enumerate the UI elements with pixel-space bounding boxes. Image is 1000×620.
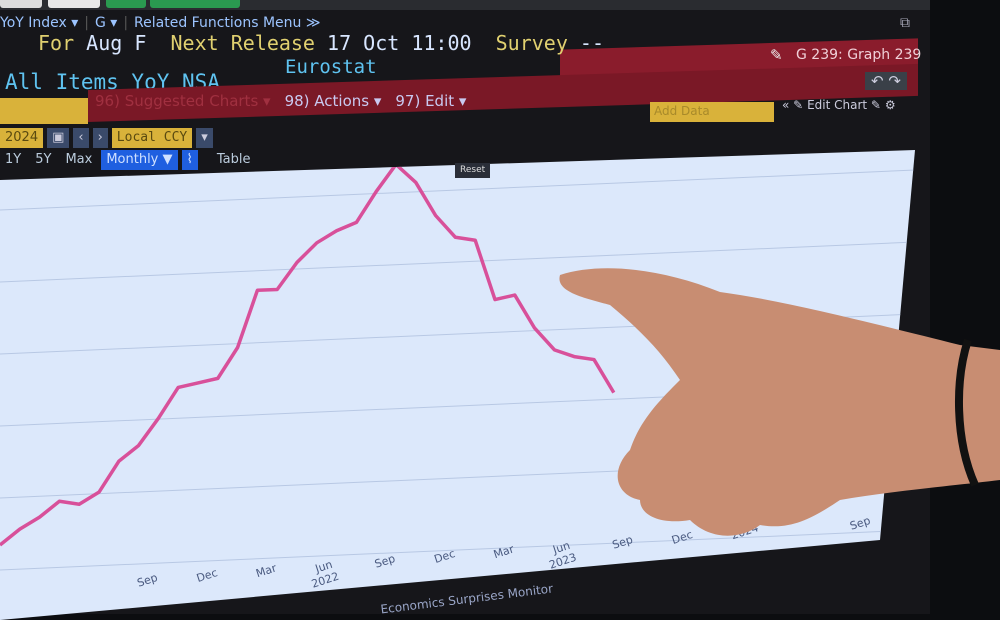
pointing-hand [559,268,1000,535]
